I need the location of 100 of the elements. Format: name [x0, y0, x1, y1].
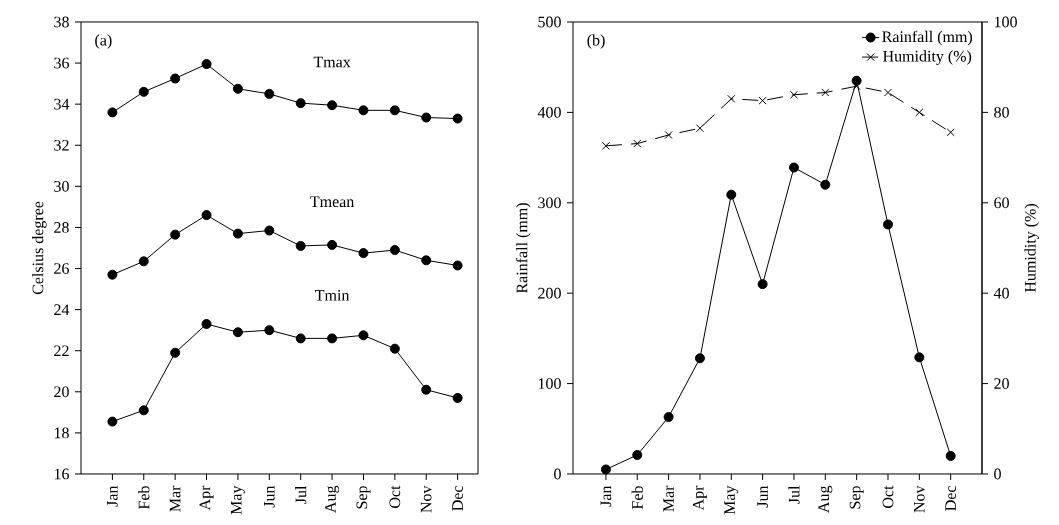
x-tick-label: Aug: [818, 485, 833, 513]
x-tick-label: Jul: [295, 485, 307, 504]
y-tick-label: 28: [54, 222, 69, 233]
y-tick-label: 38: [54, 16, 69, 28]
y-tick-label: 36: [54, 57, 70, 69]
point: [170, 73, 181, 84]
text: (b): [587, 34, 605, 49]
point: [421, 112, 432, 123]
point: [327, 333, 338, 344]
point: [264, 225, 275, 236]
point: [758, 96, 767, 105]
point: [358, 248, 369, 259]
point: [170, 347, 181, 358]
x-tick-label: Mar: [169, 485, 181, 512]
point: [264, 88, 275, 99]
point: [883, 88, 893, 97]
text: (a): [95, 34, 112, 49]
y-tick-label: 26: [54, 263, 70, 274]
x-tick-label: Jan: [600, 485, 612, 507]
x-tick-label: May: [230, 485, 245, 515]
y-tick-label: 18: [54, 427, 69, 439]
point: [914, 352, 925, 363]
y-tick-label: 32: [54, 139, 69, 151]
text: Tmin: [315, 289, 350, 301]
point: [452, 392, 463, 403]
point: [107, 269, 118, 280]
y-axis-title: Rainfall (mm): [515, 203, 531, 294]
point: [695, 124, 704, 133]
legend-label: Humidity (%): [883, 50, 972, 65]
y-axis-title: Celsius degree: [32, 201, 47, 295]
point: [138, 86, 149, 97]
x-tick-label: Jun: [263, 485, 275, 508]
point: [915, 108, 924, 117]
x-tick-label: Sep: [356, 486, 371, 509]
x-tick-label: Jun: [757, 485, 768, 508]
point: [421, 255, 432, 266]
legend-label: Rainfall (mm): [882, 30, 973, 46]
point: [389, 105, 400, 116]
point: [170, 229, 181, 240]
point: [452, 260, 463, 271]
point: [632, 450, 643, 460]
x-tick-label: Dec: [945, 486, 956, 511]
point: [232, 83, 243, 94]
x-tick-label: Jan: [107, 485, 118, 507]
point: [201, 210, 212, 221]
x-tick-label: Dec: [452, 486, 463, 511]
point: [389, 343, 400, 354]
point: [601, 141, 610, 150]
y-tick-label: 0: [554, 468, 561, 480]
y2-tick-label: 0: [994, 468, 1001, 480]
point: [138, 256, 149, 267]
text: Tmax: [313, 56, 351, 68]
x-tick-label: Feb: [631, 486, 643, 510]
y-tick-label: 20: [54, 386, 69, 398]
point: [421, 384, 432, 395]
point: [946, 128, 955, 137]
x-tick-label: Aug: [325, 485, 340, 513]
point: [201, 59, 212, 70]
point: [694, 353, 705, 364]
x-tick-label: Oct: [389, 485, 401, 508]
y-tick-label: 200: [538, 287, 561, 299]
y-tick-label: 100: [538, 378, 561, 389]
x-tick-label: Apr: [692, 485, 707, 511]
x-tick-label: Feb: [138, 486, 150, 510]
point: [664, 130, 673, 140]
x-tick-label: Nov: [420, 485, 432, 513]
point: [821, 88, 830, 97]
point: [389, 245, 400, 256]
y-tick-label: 16: [54, 468, 70, 480]
point: [820, 179, 831, 190]
point: [945, 450, 956, 461]
point: [232, 327, 243, 338]
y2-tick-label: 40: [993, 287, 1009, 299]
x-tick-label: Mar: [663, 485, 674, 512]
y2-axis-title: Humidity (%): [1024, 204, 1039, 293]
y-tick-label: 300: [538, 197, 561, 209]
point: [295, 333, 306, 344]
point: [107, 416, 118, 427]
point: [201, 319, 212, 329]
y-tick-label: 24: [54, 304, 70, 315]
point: [852, 82, 861, 91]
point: [327, 239, 338, 250]
point: [757, 279, 768, 290]
point: [633, 139, 642, 148]
x-tick-label: Jul: [788, 485, 800, 504]
y-tick-label: 30: [54, 180, 69, 192]
point: [295, 98, 306, 109]
y-tick-label: 22: [54, 345, 69, 357]
point: [727, 94, 736, 103]
point: [452, 113, 463, 124]
point: [358, 105, 369, 116]
point: [295, 240, 306, 251]
point: [107, 107, 118, 118]
point: [882, 219, 893, 230]
point: [138, 405, 149, 416]
point: [264, 325, 275, 336]
x-tick-label: Nov: [914, 485, 925, 513]
y2-tick-label: 20: [994, 378, 1009, 389]
y2-tick-label: 100: [994, 16, 1017, 28]
point: [726, 189, 737, 200]
